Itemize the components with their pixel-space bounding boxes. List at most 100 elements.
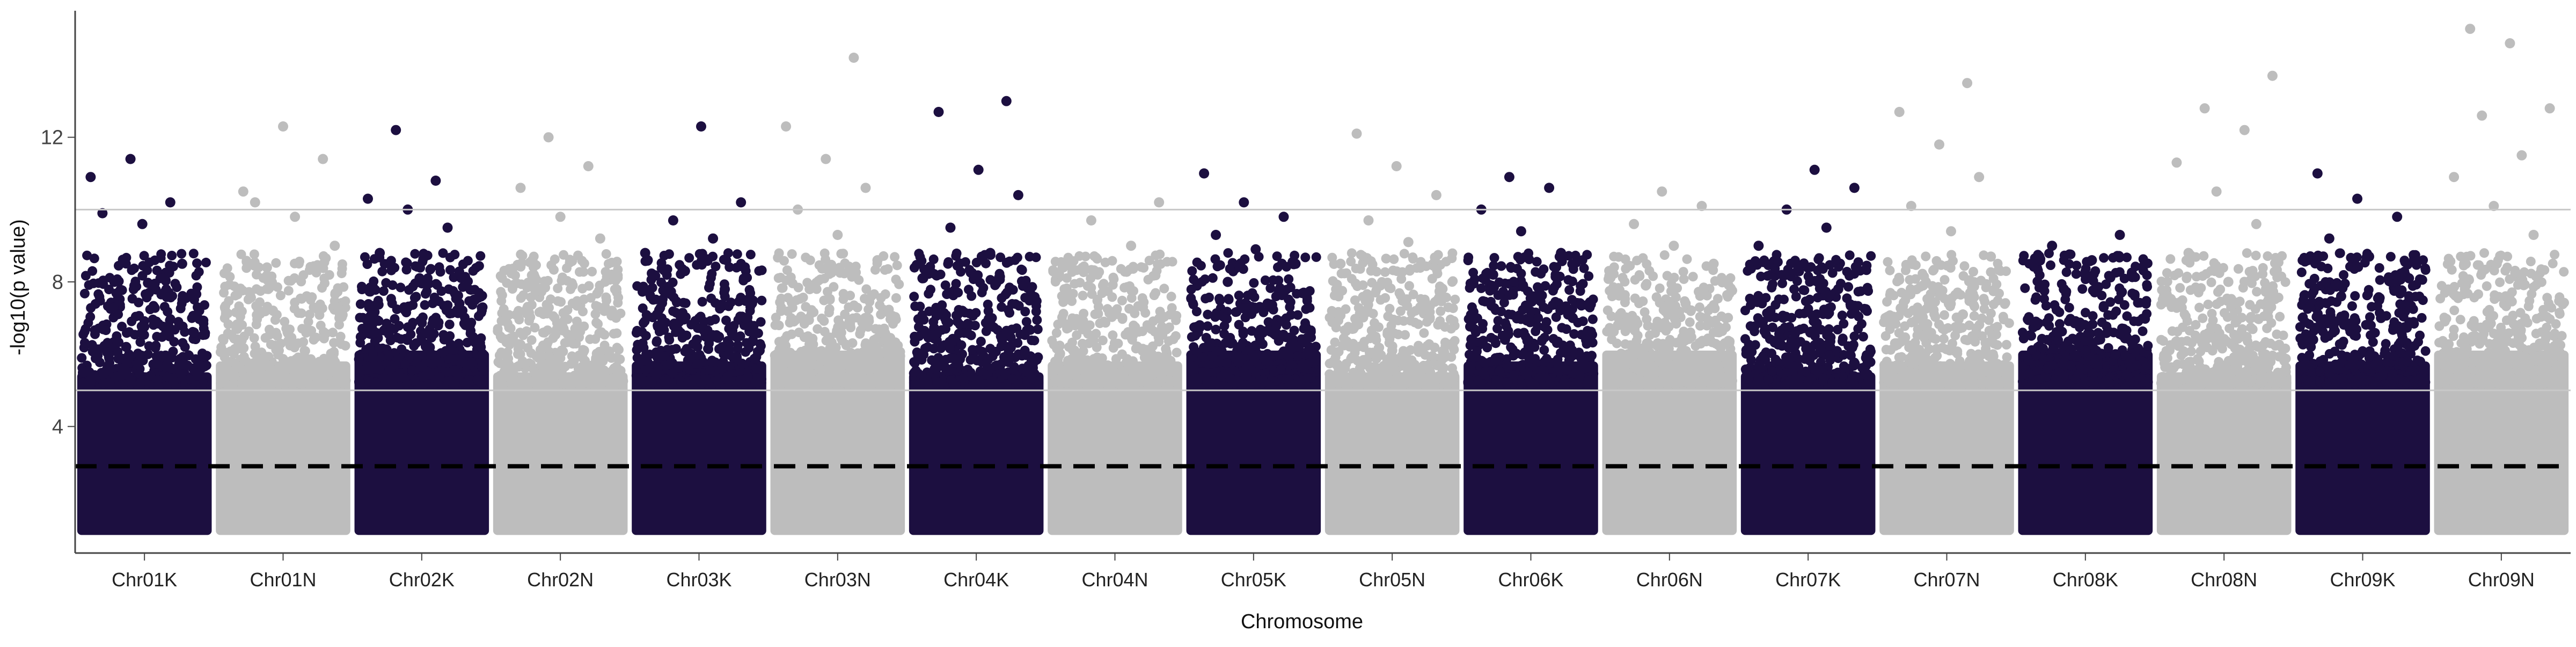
background-point [546, 360, 556, 370]
background-point [1089, 354, 1099, 364]
background-point [1660, 307, 1670, 317]
background-point [136, 378, 145, 388]
background-point [303, 317, 313, 327]
background-point [79, 288, 90, 299]
background-point [1208, 376, 1218, 386]
background-point [1159, 283, 1169, 294]
background-point [773, 252, 783, 263]
background-point [870, 265, 880, 275]
background-point [872, 371, 882, 381]
point-cloud-chr05n [1324, 248, 1460, 388]
background-point [433, 377, 443, 388]
background-point [915, 301, 925, 311]
background-point [781, 275, 791, 286]
background-point [640, 256, 650, 266]
background-point [295, 362, 305, 372]
background-point [997, 293, 1007, 303]
background-point [1220, 338, 1231, 348]
background-point [427, 319, 437, 329]
background-point [707, 268, 717, 279]
background-point [1273, 262, 1283, 272]
background-point [1410, 360, 1420, 369]
background-point [259, 356, 269, 366]
background-point [1191, 307, 1202, 317]
background-point [127, 294, 137, 304]
background-point [184, 350, 194, 360]
background-point [844, 261, 854, 272]
background-point [819, 273, 829, 283]
background-point [98, 369, 108, 379]
background-point [176, 369, 186, 379]
background-point [357, 285, 367, 294]
background-point [444, 319, 455, 330]
background-point [1479, 358, 1489, 368]
background-point [1447, 248, 1458, 258]
background-point [910, 367, 920, 377]
background-point [604, 346, 614, 357]
background-point [1540, 281, 1550, 291]
background-point [254, 297, 265, 307]
background-point [958, 373, 968, 383]
background-point [273, 282, 282, 292]
background-point [936, 343, 946, 353]
background-point [1686, 332, 1696, 342]
background-point [315, 299, 325, 309]
background-point [1340, 363, 1350, 373]
background-point [1013, 338, 1023, 348]
background-point [564, 378, 574, 388]
background-point [325, 357, 335, 367]
background-point [281, 378, 291, 388]
background-point [891, 362, 901, 372]
background-point [1724, 338, 1735, 348]
background-point [420, 289, 430, 299]
background-point [1475, 337, 1485, 347]
background-point [506, 378, 516, 388]
background-point [1446, 324, 1457, 334]
background-point [340, 296, 350, 306]
background-point [1380, 293, 1391, 303]
background-point [305, 309, 314, 319]
background-point [713, 333, 723, 343]
background-point [1491, 375, 1501, 386]
background-point [911, 260, 921, 270]
background-point [1380, 267, 1390, 277]
background-point [664, 360, 674, 370]
background-point [668, 278, 678, 287]
background-point [559, 324, 569, 334]
background-point [226, 357, 237, 367]
background-point [1346, 248, 1357, 258]
background-point [296, 277, 306, 287]
background-point [538, 340, 548, 351]
background-point [167, 251, 177, 260]
background-point [534, 307, 544, 317]
background-point [1620, 297, 1630, 308]
background-point [381, 278, 391, 288]
background-point [864, 316, 874, 326]
background-point [656, 278, 667, 287]
background-point [1370, 318, 1379, 328]
background-point [1394, 288, 1404, 298]
background-point [1241, 371, 1251, 381]
background-point [1643, 341, 1653, 352]
background-point [1337, 286, 1348, 296]
background-point [1191, 378, 1201, 388]
background-point [249, 249, 259, 259]
background-point [221, 301, 231, 311]
background-point [1430, 255, 1440, 265]
background-point [711, 357, 720, 367]
background-point [757, 265, 767, 275]
background-point [135, 350, 145, 360]
background-point [985, 344, 996, 354]
background-point [1065, 357, 1075, 367]
background-point [1359, 342, 1369, 352]
background-point [265, 324, 274, 335]
background-point [854, 275, 864, 285]
background-point [1408, 254, 1418, 264]
background-point [223, 319, 233, 329]
background-point [225, 272, 235, 282]
background-point [143, 278, 153, 288]
background-point [968, 345, 978, 355]
background-point [774, 321, 784, 330]
background-point [1354, 372, 1364, 382]
point-cloud-chr04k [909, 248, 1044, 388]
